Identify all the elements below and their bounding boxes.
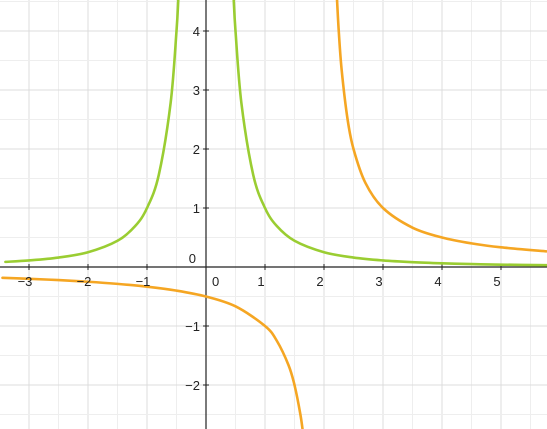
y-tick-label: 1 [193,201,200,216]
y-tick-label: −2 [185,378,200,393]
y-tick-label: 4 [193,24,200,39]
x-tick-label: 4 [434,274,441,289]
y-tick-label: 0 [189,251,196,266]
series-1-branch-2 [232,0,547,267]
x-tick-label: −3 [18,274,33,289]
x-tick-label: 3 [375,274,382,289]
series-1-branch-1 [4,0,180,264]
y-tick-label: 3 [193,83,200,98]
x-tick-label: 0 [212,274,219,289]
series-2-branch-1 [1,276,304,429]
x-tick-label: 5 [493,274,500,289]
series-2-branch-2 [335,0,547,253]
tick-labels: −3 −2 −1 0 1 2 3 4 5 −2 −1 1 2 3 4 0 [18,24,501,393]
x-tick-label: −1 [136,274,151,289]
x-tick-label: 1 [257,274,264,289]
y-tick-label: −1 [185,319,200,334]
x-tick-label: 2 [316,274,323,289]
y-tick-label: 2 [193,142,200,157]
x-tick-label: −2 [77,274,92,289]
